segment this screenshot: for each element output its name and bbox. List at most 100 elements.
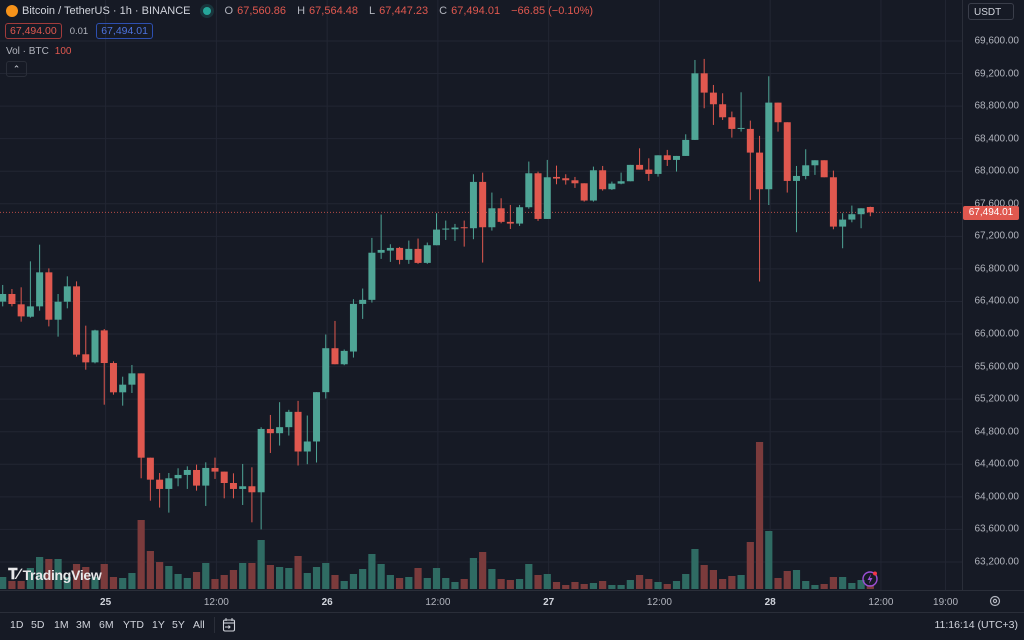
volume-bar	[165, 566, 173, 589]
candle-body	[340, 350, 348, 365]
range-button-1d[interactable]: 1D	[10, 619, 24, 631]
candle-body	[368, 252, 376, 300]
volume-bar	[755, 442, 764, 589]
sell-button[interactable]: 67,494.00	[5, 23, 62, 39]
open-label: O	[224, 5, 234, 17]
volume-bar	[54, 559, 62, 589]
price-tick-label: 64,400.00	[974, 458, 1020, 470]
volume-bar	[599, 581, 607, 589]
volume-bar	[266, 565, 274, 589]
bottom-toolbar: 11:16:14 (UTC+3) 1D 5D 1M 3M 6M YTD 1Y 5Y All	[0, 612, 1024, 637]
range-button-1m[interactable]: 1M	[54, 619, 69, 631]
candle-body	[202, 467, 210, 486]
low-label: L	[369, 5, 376, 17]
bitcoin-logo-icon	[6, 5, 18, 17]
volume-bar	[405, 577, 413, 589]
price-tick-label: 65,200.00	[974, 393, 1020, 405]
symbol-title[interactable]: Bitcoin / TetherUS · 1h · BINANCE	[22, 5, 191, 17]
brand-name: TradingView	[22, 566, 102, 583]
candle-body	[0, 293, 7, 302]
volume-bar	[820, 584, 828, 589]
time-axis[interactable]: 25 12:00 26 12:00 27 12:00 28 12:00 19:00	[0, 590, 1024, 613]
candle-body	[617, 181, 625, 184]
volume-bar	[709, 570, 718, 589]
currency-button[interactable]: USDT	[968, 3, 1014, 20]
lightning-icon[interactable]	[862, 571, 878, 587]
current-price-label: 67,494.01	[963, 206, 1019, 220]
range-button-5d[interactable]: 5D	[31, 619, 45, 631]
candle-body	[109, 363, 117, 393]
candle-body	[54, 301, 62, 320]
candle-body	[645, 169, 653, 174]
price-tick-label: 67,200.00	[974, 230, 1020, 242]
tradingview-logo[interactable]: 𝐓∕ TradingView	[8, 566, 102, 583]
volume-bar	[109, 577, 118, 589]
volume-bar	[497, 579, 505, 589]
price-tick-label: 64,800.00	[974, 426, 1020, 438]
bid-ask: 67,494.00 0.01 67,494.01	[5, 23, 153, 39]
candle-body	[589, 170, 597, 201]
candle-body	[331, 348, 339, 365]
open-value: 67,560.86	[237, 5, 287, 17]
candle-body	[746, 128, 754, 153]
candle-body	[36, 272, 44, 307]
volume-bar	[506, 580, 514, 589]
price-tick-label: 66,400.00	[974, 295, 1020, 307]
change-value: −66.85 (−0.10%)	[511, 5, 594, 17]
price-tick-label: 66,800.00	[974, 263, 1020, 275]
volume-bar	[682, 574, 690, 589]
candle-body	[580, 183, 588, 201]
volume-bar	[257, 540, 265, 589]
gear-icon[interactable]	[989, 595, 1001, 607]
range-button-1y[interactable]: 1Y	[152, 619, 165, 631]
time-tick-label: 28	[764, 597, 776, 608]
volume-value: 100	[54, 46, 72, 57]
price-axis[interactable]: 69,600.00 69,200.00 68,800.00 68,400.00 68,0…	[962, 0, 1024, 590]
time-tick-label: 12:00	[868, 597, 894, 608]
go-to-date-calendar-icon[interactable]	[222, 617, 236, 633]
volume-bar	[571, 582, 579, 589]
range-button-5y[interactable]: 5Y	[172, 619, 185, 631]
clock[interactable]: 11:16:14 (UTC+3)	[934, 619, 1018, 631]
volume-bar	[91, 577, 99, 589]
volume-bar	[82, 567, 90, 589]
candle-body	[682, 139, 690, 156]
time-tick-label: 19:00	[933, 597, 959, 608]
volume-bar	[635, 575, 644, 589]
time-tick-label: 12:00	[646, 597, 672, 608]
collapse-legend-button[interactable]: ⌃	[6, 61, 27, 77]
volume-bar	[802, 581, 810, 589]
candle-body	[599, 170, 607, 190]
price-tick-label: 69,600.00	[974, 35, 1020, 47]
volume-bar	[331, 575, 339, 589]
price-chart[interactable]	[0, 0, 962, 590]
time-tick-label: 26	[321, 597, 333, 608]
candle-body	[322, 348, 330, 393]
candle-body	[442, 228, 450, 230]
candle-body	[663, 155, 671, 160]
candle-body	[728, 117, 736, 129]
volume-bar	[829, 577, 837, 589]
time-tick-label: 27	[543, 597, 555, 608]
candle-body	[820, 160, 828, 178]
range-button-all[interactable]: All	[193, 619, 205, 631]
candle-body	[479, 181, 487, 228]
range-button-6m[interactable]: 6M	[99, 619, 114, 631]
volume-bar	[349, 574, 358, 589]
volume-bar	[857, 580, 865, 589]
volume-bar	[811, 585, 819, 589]
candle-body	[220, 471, 228, 484]
volume-bar	[460, 579, 468, 589]
divider	[214, 617, 215, 633]
volume-bar	[359, 569, 367, 589]
range-button-ytd[interactable]: YTD	[123, 619, 144, 631]
volume-bar	[654, 582, 662, 589]
market-open-status-icon	[202, 7, 211, 15]
price-tick-label: 68,800.00	[974, 100, 1020, 112]
candle-body	[63, 286, 71, 302]
candle-body	[451, 227, 459, 230]
symbol-legend: Bitcoin / TetherUS · 1h · BINANCE O 67,56…	[6, 5, 597, 17]
buy-button[interactable]: 67,494.01	[96, 23, 153, 39]
candle-body	[469, 181, 477, 229]
range-button-3m[interactable]: 3M	[76, 619, 91, 631]
